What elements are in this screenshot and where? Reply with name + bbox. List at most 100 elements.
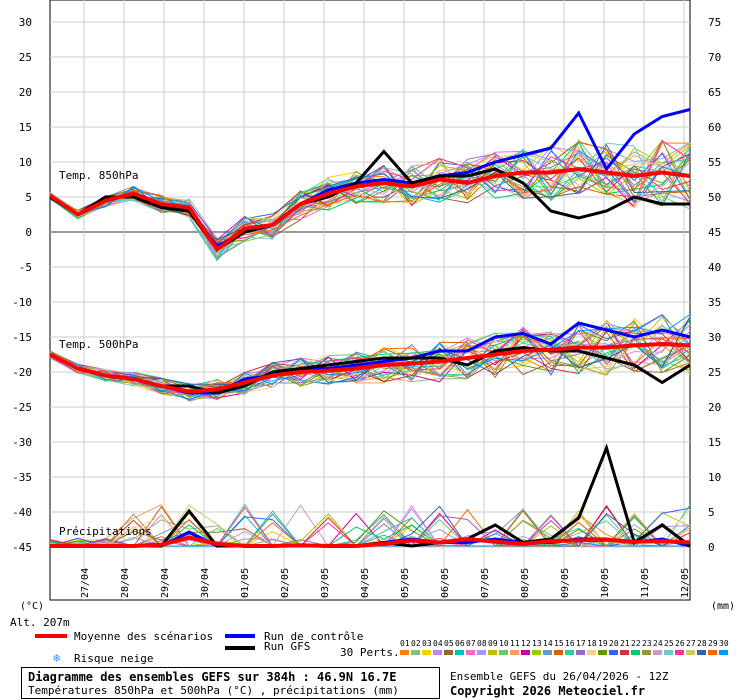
date-label: 11/05 (640, 568, 651, 598)
panel-label-500: Temp. 500hPa (59, 338, 138, 351)
right-tick-label: 10 (708, 471, 721, 484)
altitude-label: Alt. 207m (10, 616, 70, 629)
date-label: 09/05 (560, 568, 571, 598)
pert-legend-swatch (675, 650, 684, 655)
pert-legend-label: 27 (686, 639, 696, 648)
date-label: 12/05 (680, 568, 691, 598)
left-axis-ticks: 30 25 20 15 10 5 0 -5 -10 -15 -20 -25 -30 -35 -40 -45 (12, 16, 32, 554)
left-tick-label: 0 (25, 226, 32, 239)
panel-label-850: Temp. 850hPa (59, 169, 138, 182)
pert-legend-label: 06 (455, 639, 465, 648)
pert-legend-label: 24 (653, 639, 663, 648)
legend-control-swatch (225, 634, 255, 638)
pert-legend-label: 15 (554, 639, 564, 648)
left-tick-label: 10 (19, 156, 32, 169)
snowflake-icon: ❄ (53, 651, 61, 665)
series-500-line (49, 341, 691, 394)
pert-legend-swatch (499, 650, 508, 655)
date-label: 03/05 (320, 568, 331, 598)
pert-legend-swatch (664, 650, 673, 655)
pert-500-line (49, 326, 691, 395)
pert-legend-label: 29 (708, 639, 718, 648)
pert-850-line (49, 149, 691, 246)
pert-legend-swatch (631, 650, 640, 655)
date-label: 30/04 (200, 568, 211, 598)
pert-legend-label: 30 (719, 639, 729, 648)
right-tick-label: 45 (708, 226, 721, 239)
perts-label: 30 Perts. (340, 646, 400, 659)
date-label: 05/05 (400, 568, 411, 598)
date-label: 29/04 (160, 568, 171, 598)
pert-legend-label: 17 (576, 639, 586, 648)
date-label: 27/04 (80, 568, 91, 598)
pert-legend-label: 23 (642, 639, 652, 648)
pert-legend-label: 13 (532, 639, 542, 648)
series-precip-line (50, 535, 691, 548)
date-label: 07/05 (480, 568, 491, 598)
pert-850-line (49, 150, 691, 244)
pert-legend-swatch (609, 650, 618, 655)
right-tick-label: 15 (708, 436, 721, 449)
date-labels: 27/04 28/04 29/04 30/04 01/05 02/05 03/05 04/05… (80, 568, 691, 598)
pert-legend-swatch (576, 650, 585, 655)
right-tick-label: 20 (708, 401, 721, 414)
pert-legend-swatch (697, 650, 706, 655)
left-tick-label: 25 (19, 51, 32, 64)
pert-legend-swatch (477, 650, 486, 655)
copyright: Copyright 2026 Meteociel.fr (450, 684, 646, 698)
footer-title: Diagramme des ensembles GEFS sur 384h : … (28, 670, 397, 684)
pert-legend-label: 14 (543, 639, 553, 648)
pert-legend-label: 20 (609, 639, 619, 648)
pert-legend-label: 01 (400, 639, 410, 648)
pert-legend-swatch (510, 650, 519, 655)
left-tick-label: 15 (19, 121, 32, 134)
right-tick-label: 65 (708, 86, 721, 99)
pert-legend-label: 03 (422, 639, 432, 648)
left-tick-label: -10 (12, 296, 32, 309)
pert-legend-swatch (708, 650, 717, 655)
pert-500-line (49, 321, 691, 396)
pert-legend-label: 18 (587, 639, 597, 648)
legend-mean-swatch (35, 634, 67, 638)
pert-legend-swatch (444, 650, 453, 655)
pert-legend-swatch (488, 650, 497, 655)
right-tick-label: 5 (708, 506, 715, 519)
right-tick-label: 75 (708, 16, 721, 29)
right-tick-label: 0 (708, 541, 715, 554)
date-label: 02/05 (280, 568, 291, 598)
footer-subtitle: Températures 850hPa et 500hPa (°C) , pré… (28, 684, 399, 697)
legend-gfs-swatch (225, 646, 255, 650)
left-tick-label: 5 (25, 191, 32, 204)
pert-legend-swatch (598, 650, 607, 655)
right-tick-label: 25 (708, 366, 721, 379)
pert-legend-swatch (411, 650, 420, 655)
pert-legend-label: 05 (444, 639, 454, 648)
series-850-line (49, 149, 690, 252)
pert-legend-label: 02 (411, 639, 421, 648)
pert-legend-swatch (400, 650, 409, 655)
left-tick-label: 20 (19, 86, 32, 99)
pert-legend-swatch (620, 650, 629, 655)
right-tick-label: 55 (708, 156, 721, 169)
right-tick-label: 70 (708, 51, 721, 64)
right-axis-unit: (mm) (711, 601, 736, 612)
legend-gfs: Run GFS (264, 640, 311, 653)
pert-legend-swatch (587, 650, 596, 655)
panel-label-precip: Précipitations (59, 525, 152, 538)
left-tick-label: -30 (12, 436, 32, 449)
left-tick-label: -5 (19, 261, 32, 274)
pert-legend-label: 28 (697, 639, 707, 648)
pert-850-line (49, 141, 691, 242)
left-tick-label: -40 (12, 506, 32, 519)
main-series-lines (48, 108, 691, 548)
left-tick-label: -20 (12, 366, 32, 379)
pert-legend-label: 07 (466, 639, 476, 648)
pert-legend-swatch (686, 650, 695, 655)
left-tick-label: -25 (12, 401, 32, 414)
date-label: 04/05 (360, 568, 371, 598)
pert-legend-swatch (466, 650, 475, 655)
pert-legend-swatch (642, 650, 651, 655)
pert-850-line (49, 152, 691, 258)
